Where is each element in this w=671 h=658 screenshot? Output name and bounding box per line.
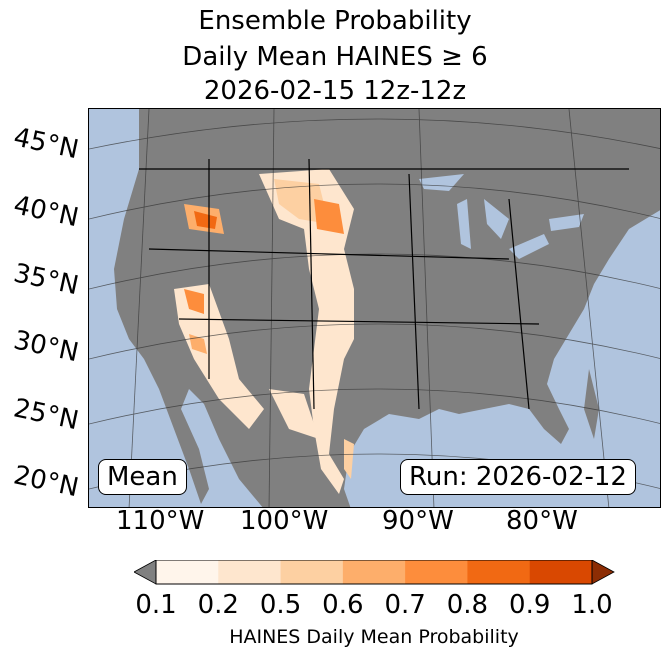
colorbar-tick-label: 0.7 xyxy=(384,590,426,620)
lon-label-100w: 100°W xyxy=(240,506,329,536)
colorbar-tick-label: 0.1 xyxy=(135,590,177,620)
run-date-badge: Run: 2026-02-12 xyxy=(400,459,636,495)
colorbar-tick-label: 0.9 xyxy=(509,590,551,620)
land-florida xyxy=(584,369,599,439)
state-borders xyxy=(139,158,629,410)
colorbar-bin xyxy=(342,560,406,584)
lat-label-45: 45°N xyxy=(10,122,82,166)
great-lakes xyxy=(419,174,584,259)
mean-badge: Mean xyxy=(98,459,187,495)
colorbar-label: HAINES Daily Mean Probability xyxy=(229,626,519,648)
colorbar-tick-label: 0.6 xyxy=(322,590,364,620)
lat-label-25: 25°N xyxy=(10,393,82,437)
colorbar-tick-label: 1.0 xyxy=(571,590,613,620)
map-panel: Mean Run: 2026-02-12 xyxy=(88,108,661,508)
probability-shading xyxy=(174,169,354,494)
colorbar-bin xyxy=(156,560,219,584)
colorbar-bin xyxy=(218,560,282,584)
title-line2: Daily Mean HAINES ≥ 6 xyxy=(182,42,488,72)
colorbar-bin xyxy=(280,560,344,584)
colorbar-over-arrow xyxy=(591,560,615,585)
colorbar-bin xyxy=(405,560,468,584)
lon-label-80w: 80°W xyxy=(506,506,578,536)
colorbar-under-arrow xyxy=(134,560,157,585)
lon-label-110w: 110°W xyxy=(116,506,205,536)
colorbar-bin xyxy=(467,560,531,584)
lon-label-90w: 90°W xyxy=(382,506,454,536)
lat-label-35: 35°N xyxy=(10,258,82,302)
colorbar xyxy=(134,560,615,585)
title-line3: 2026-02-15 12z-12z xyxy=(203,76,467,106)
colorbar-tick-label: 0.5 xyxy=(259,590,302,620)
colorbar-tick-label: 0.2 xyxy=(197,590,239,620)
lat-label-30: 30°N xyxy=(10,325,82,369)
lat-label-20: 20°N xyxy=(10,460,82,504)
lat-label-40: 40°N xyxy=(10,190,82,234)
colorbar-tick-label: 0.8 xyxy=(446,590,489,620)
colorbar-bin xyxy=(529,560,593,584)
map-canvas xyxy=(89,109,660,507)
title-line1: Ensemble Probability xyxy=(198,6,472,36)
